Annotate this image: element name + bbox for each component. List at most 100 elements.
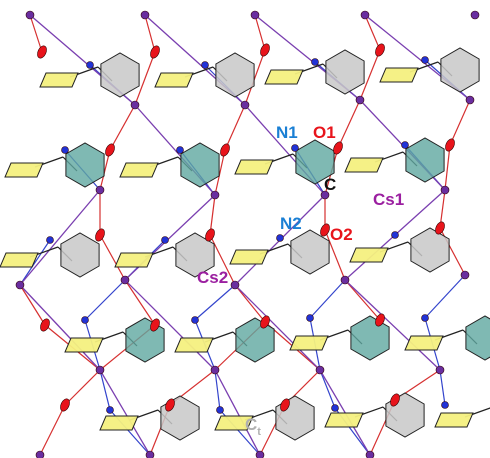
teal-ring: [180, 142, 220, 188]
cesium-atom: [210, 365, 220, 375]
gray-ring: [175, 232, 215, 278]
phenyl-ring: [4, 162, 44, 178]
gray-ring: [325, 49, 365, 95]
cs-cs-link: [124, 279, 216, 371]
gray-ring: [215, 52, 255, 98]
phenyl-ring: [324, 412, 364, 428]
phenyl-ring: [64, 337, 104, 353]
gray-ring: [100, 52, 140, 98]
nitrogen-atom: [81, 316, 89, 324]
cesium-atom: [35, 450, 45, 458]
phenyl-ring: [349, 247, 389, 263]
cesium-atom: [25, 10, 35, 20]
oxygen-atom: [150, 318, 160, 332]
oxygen-atom: [333, 141, 343, 155]
phenyl-ring: [174, 337, 214, 353]
nitrogen-atom: [421, 56, 429, 64]
oxygen-atom: [105, 143, 115, 157]
cs-o-bond: [99, 149, 111, 191]
gray-ring: [60, 232, 100, 278]
cs-o-bond: [144, 14, 156, 53]
nitrogen-atom: [401, 141, 409, 149]
cs-n-bond: [309, 279, 346, 319]
cs-o-bond: [449, 99, 471, 146]
phenyl-ring: [214, 415, 254, 431]
cesium-atom: [435, 365, 445, 375]
nitrogen-atom: [391, 231, 399, 239]
cs-n-bond: [194, 284, 236, 321]
cesium-atom: [140, 10, 150, 20]
cesium-atom: [240, 100, 250, 110]
cs-o-bond: [124, 279, 156, 326]
label-o1: O1: [313, 123, 336, 142]
phenyl-ring: [229, 249, 269, 265]
phenyl-ring: [264, 69, 304, 85]
oxygen-atom: [60, 398, 70, 412]
label-cs2: Cs2: [197, 268, 228, 287]
cs-n-bond: [19, 239, 51, 286]
cesium-atom: [340, 275, 350, 285]
oxygen-atom: [445, 138, 455, 152]
gray-ring: [440, 47, 480, 93]
nitrogen-atom: [441, 401, 449, 409]
cesium-atom: [210, 190, 220, 200]
phenyl-ring: [289, 335, 329, 351]
nitrogen-atom: [191, 316, 199, 324]
cs-o-bond: [99, 234, 126, 281]
phenyl-ring: [234, 159, 274, 175]
oxygen-atom: [390, 393, 400, 407]
cs-cs-link: [214, 369, 261, 456]
nitrogen-atom: [46, 236, 54, 244]
phenyl-ring: [344, 157, 384, 173]
cs-o-bond: [214, 149, 226, 196]
cs-o-bond: [344, 279, 381, 321]
cesium-atom: [15, 280, 25, 290]
cs-cs-link: [19, 189, 101, 286]
cs-o-bond: [444, 144, 451, 191]
teal-ring: [235, 317, 275, 363]
label-ct-main: C: [245, 415, 257, 434]
cs-o-bond: [39, 404, 66, 456]
nitrogen-atom: [201, 61, 209, 69]
label-ct: Ct: [245, 415, 261, 438]
cs-n-bond: [319, 369, 336, 409]
cs-n-bond: [439, 369, 446, 406]
oxygen-atom: [435, 221, 445, 235]
cs-cs-link: [19, 284, 101, 371]
nitrogen-atom: [161, 236, 169, 244]
cesium-atom: [360, 10, 370, 20]
phenyl-ring: [39, 72, 79, 88]
label-cs1: Cs1: [373, 190, 404, 209]
cs-o-bond: [324, 229, 346, 281]
phenyl-ring: [379, 67, 419, 83]
oxygen-atom: [320, 223, 330, 237]
phenyl-ring: [154, 72, 194, 88]
atom-layer: [15, 10, 480, 458]
ring-layer: [0, 47, 490, 441]
cs-o-bond: [364, 14, 381, 51]
cesium-atom: [120, 275, 130, 285]
cs-o-bond: [337, 99, 361, 149]
cs-o-bond: [359, 49, 381, 101]
phenyl-ring: [0, 252, 39, 268]
cs-cs-link: [99, 369, 151, 456]
cs-o-bond: [234, 284, 266, 323]
cesium-atom: [355, 95, 365, 105]
nitrogen-atom: [311, 58, 319, 66]
nitrogen-atom: [216, 406, 224, 414]
cs-o-bond: [19, 284, 46, 326]
nitrogen-atom: [276, 234, 284, 242]
cs-o-bond: [64, 369, 101, 406]
cs-o-bond: [29, 14, 43, 53]
cesium-atom: [315, 365, 325, 375]
cs-o-bond: [254, 14, 266, 51]
cesium-atom: [320, 190, 330, 200]
nitrogen-atom: [86, 61, 94, 69]
oxygen-atom: [37, 45, 47, 59]
phenyl-ring: [434, 412, 474, 428]
cesium-atom: [470, 10, 480, 20]
oxygen-atom: [375, 313, 385, 327]
phenyl-ring: [404, 335, 444, 351]
atom-labels: N1 O1 C Cs1 N2 O2 Cs2 Ct: [197, 123, 404, 438]
